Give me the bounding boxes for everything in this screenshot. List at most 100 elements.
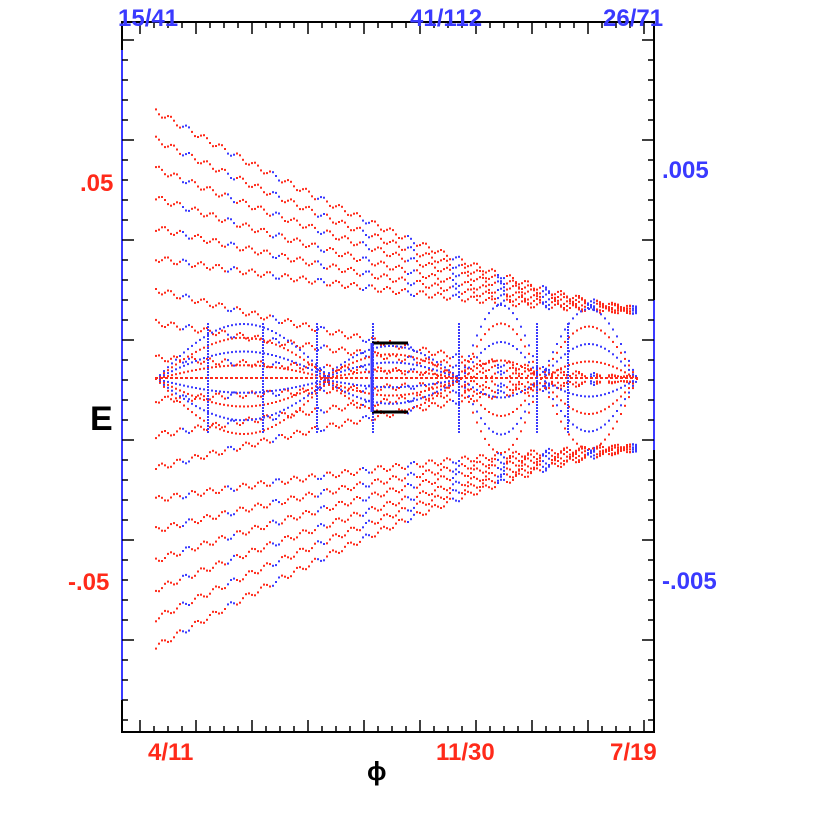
spectrum-point	[527, 298, 529, 301]
spectrum-point	[278, 277, 280, 280]
spectrum-point	[545, 451, 547, 454]
spectrum-point	[275, 175, 277, 177]
spectrum-point	[335, 476, 337, 479]
spectrum-point	[245, 182, 247, 185]
spectrum-point	[503, 473, 505, 475]
spectrum-point	[569, 375, 571, 377]
spectrum-point	[504, 359, 506, 362]
spectrum-point	[458, 422, 460, 424]
spectrum-point	[485, 377, 488, 379]
spectrum-point	[245, 395, 247, 397]
spectrum-point	[247, 391, 249, 394]
spectrum-point	[362, 404, 364, 406]
spectrum-point	[617, 375, 619, 378]
spectrum-point	[515, 369, 517, 372]
spectrum-point	[560, 450, 562, 453]
spectrum-point	[260, 503, 262, 506]
spectrum-point	[542, 390, 544, 392]
spectrum-point	[267, 415, 269, 418]
spectrum-point	[509, 457, 511, 459]
spectrum-point	[223, 365, 225, 368]
spectrum-point	[567, 422, 569, 424]
spectrum-point	[464, 372, 466, 375]
spectrum-point	[404, 401, 406, 404]
spectrum-point	[602, 305, 604, 307]
spectrum-point	[194, 329, 196, 332]
spectrum-point	[524, 463, 526, 466]
spectrum-point	[443, 250, 445, 253]
spectrum-point	[494, 391, 496, 394]
spectrum-point	[164, 256, 166, 259]
spectrum-point	[362, 256, 364, 259]
spectrum-point	[404, 278, 406, 281]
spectrum-point	[629, 443, 631, 446]
spectrum-point	[392, 503, 394, 505]
spectrum-point	[328, 380, 330, 383]
spectrum-point	[545, 449, 547, 452]
spectrum-point	[434, 293, 436, 296]
spectrum-point	[458, 323, 460, 325]
spectrum-point	[524, 456, 526, 459]
spectrum-point	[380, 400, 382, 403]
spectrum-point	[266, 316, 268, 319]
spectrum-point	[500, 390, 502, 393]
spectrum-point	[388, 345, 390, 347]
spectrum-point	[255, 377, 258, 379]
spectrum-point	[224, 485, 226, 488]
spectrum-point	[205, 377, 208, 379]
spectrum-point	[161, 529, 163, 532]
spectrum-point	[194, 398, 196, 400]
spectrum-point	[536, 291, 538, 294]
spectrum-point	[612, 415, 614, 418]
spectrum-point	[305, 206, 307, 209]
spectrum-point	[243, 433, 245, 435]
spectrum-point	[242, 333, 244, 336]
spectrum-point	[236, 152, 238, 155]
spectrum-point	[430, 377, 433, 379]
spectrum-point	[206, 186, 208, 189]
spectrum-point	[255, 351, 257, 354]
spectrum-point	[350, 283, 352, 286]
spectrum-point	[616, 399, 618, 402]
spectrum-point	[311, 391, 313, 394]
spectrum-point	[581, 382, 583, 385]
spectrum-point	[599, 380, 601, 383]
spectrum-point	[560, 420, 562, 423]
spectrum-point	[629, 380, 631, 383]
spectrum-point	[485, 369, 487, 372]
spectrum-point	[191, 518, 193, 521]
spectrum-point	[191, 344, 193, 347]
spectrum-point	[155, 557, 157, 560]
spectrum-point	[412, 370, 414, 373]
spectrum-point	[536, 332, 538, 334]
spectrum-point	[199, 387, 201, 390]
spectrum-point	[516, 393, 518, 395]
spectrum-point	[476, 421, 478, 424]
spectrum-point	[338, 517, 340, 520]
spectrum-point	[207, 362, 209, 364]
spectrum-point	[254, 548, 256, 551]
spectrum-point	[206, 357, 208, 360]
spectrum-point	[632, 312, 634, 315]
spectrum-point	[476, 410, 478, 413]
spectrum-point	[223, 326, 225, 329]
spectrum-point	[290, 537, 292, 540]
spectrum-point	[448, 371, 450, 374]
spectrum-point	[372, 332, 374, 334]
spectrum-point	[230, 419, 232, 422]
spectrum-point	[348, 373, 350, 376]
x-axis-label: ϕ	[367, 756, 387, 786]
spectrum-point	[326, 345, 328, 348]
spectrum-point	[389, 477, 391, 480]
spectrum-point	[248, 185, 250, 188]
spectrum-point	[340, 388, 342, 391]
spectrum-point	[593, 298, 595, 301]
spectrum-point	[194, 265, 196, 268]
spectrum-point	[552, 351, 554, 354]
spectrum-point	[314, 260, 316, 263]
spectrum-point	[293, 555, 295, 558]
spectrum-point	[266, 525, 268, 527]
spectrum-point	[317, 231, 319, 234]
spectrum-point	[338, 369, 340, 371]
spectrum-point	[299, 276, 301, 279]
